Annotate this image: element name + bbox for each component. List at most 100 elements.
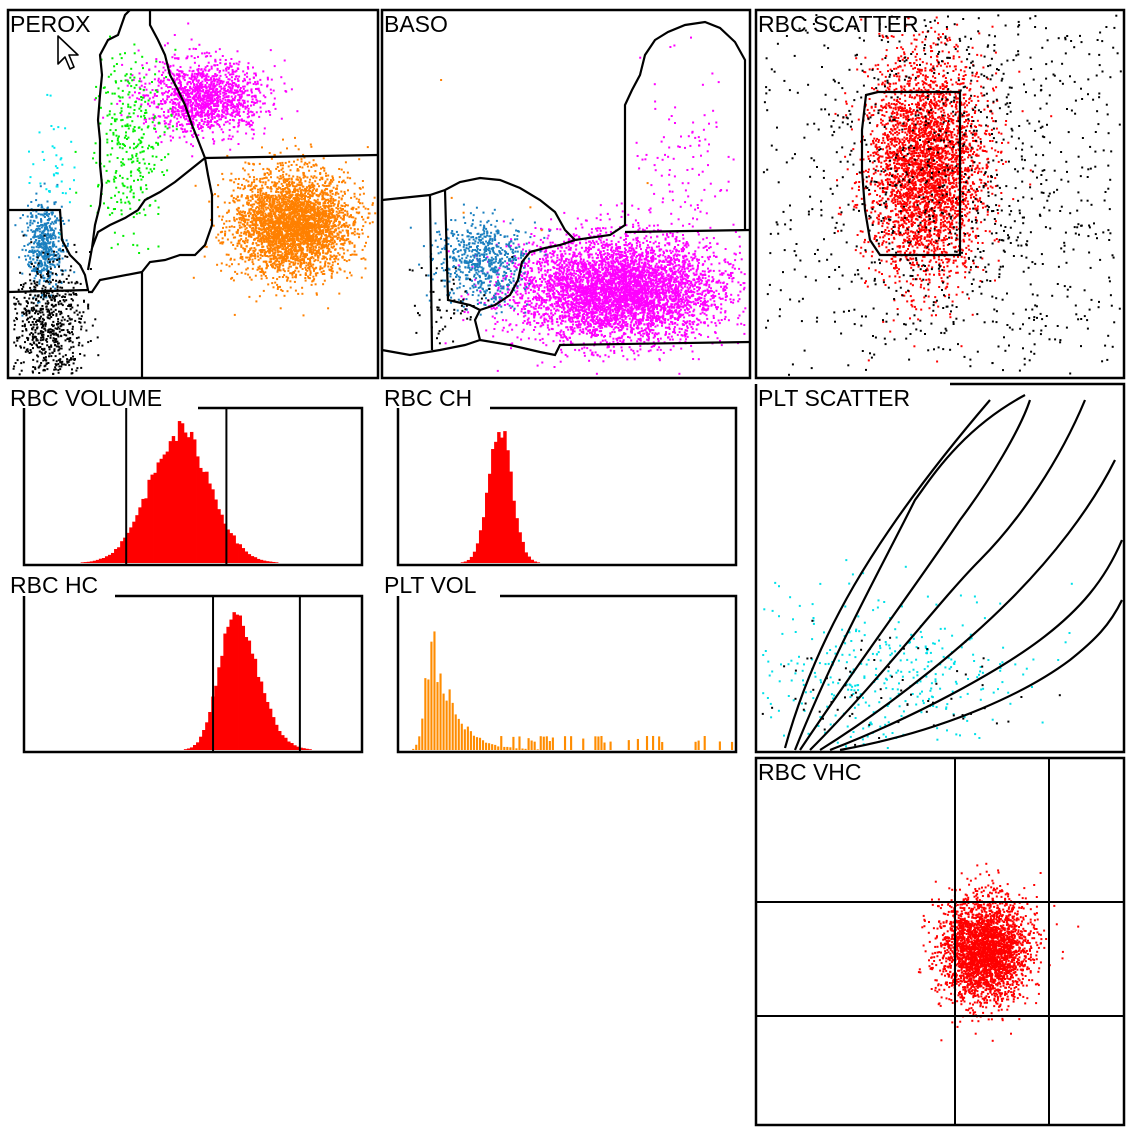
- scatter-point: [183, 128, 186, 131]
- scatter-point: [207, 99, 210, 102]
- scatter-point: [243, 212, 246, 214]
- scatter-point: [306, 189, 309, 192]
- scatter-point: [259, 188, 262, 191]
- scatter-point: [227, 253, 230, 256]
- scatter-point: [221, 230, 224, 233]
- scatter-point: [256, 87, 259, 90]
- scatter-point: [276, 270, 279, 273]
- scatter-point: [317, 218, 320, 220]
- scatter-point: [297, 231, 300, 234]
- scatter-point: [247, 250, 250, 252]
- scatter-point: [303, 254, 306, 257]
- scatter-point: [206, 93, 209, 95]
- scatter-point: [159, 102, 162, 105]
- scatter-point: [331, 267, 334, 270]
- scatter-point: [314, 203, 317, 206]
- scatter-point: [174, 93, 177, 96]
- scatter-point: [288, 229, 291, 232]
- scatter-point: [184, 130, 187, 133]
- scatter-point: [326, 229, 329, 232]
- scatter-point: [263, 127, 266, 130]
- scatter-point: [360, 257, 363, 260]
- scatter-point: [317, 209, 319, 212]
- scatter-point: [263, 173, 266, 176]
- scatter-point: [321, 210, 324, 213]
- scatter-point: [133, 142, 135, 145]
- scatter-point: [275, 205, 278, 208]
- scatter-point: [299, 238, 302, 240]
- scatter-point: [230, 194, 233, 197]
- scatter-point: [362, 192, 365, 195]
- scatter-point: [204, 118, 207, 120]
- scatter-point: [332, 211, 334, 214]
- scatter-point: [147, 103, 150, 106]
- scatter-point: [253, 212, 256, 215]
- scatter-point: [176, 108, 179, 111]
- scatter-point: [118, 146, 121, 149]
- scatter-point: [230, 179, 233, 182]
- scatter-point: [279, 218, 281, 221]
- scatter-point: [216, 123, 219, 125]
- scatter-point: [233, 201, 236, 204]
- scatter-point: [228, 122, 231, 125]
- scatter-point: [315, 234, 317, 237]
- scatter-point: [227, 103, 230, 106]
- scatter-point: [332, 204, 335, 207]
- scatter-point: [353, 233, 356, 236]
- scatter-point: [228, 265, 231, 268]
- scatter-point: [273, 65, 276, 68]
- scatter-point: [228, 86, 231, 89]
- scatter-point: [209, 91, 212, 94]
- scatter-point: [286, 243, 289, 245]
- scatter-point: [288, 185, 291, 188]
- scatter-point: [365, 241, 367, 244]
- scatter-point: [304, 208, 307, 211]
- scatter-point: [260, 194, 263, 197]
- scatter-point: [247, 199, 250, 202]
- scatter-point: [355, 208, 358, 211]
- scatter-point: [346, 231, 349, 233]
- scatter-point: [262, 208, 265, 211]
- scatter-point: [184, 100, 187, 102]
- scatter-point: [332, 178, 335, 181]
- scatter-point: [246, 267, 249, 270]
- scatter-point: [310, 244, 313, 247]
- scatter-point: [330, 265, 333, 268]
- scatter-point: [308, 233, 311, 235]
- scatter-point: [268, 200, 271, 203]
- scatter-point: [198, 85, 201, 87]
- scatter-point: [253, 238, 256, 241]
- scatter-point: [259, 181, 262, 184]
- scatter-point: [277, 191, 280, 194]
- scatter-point: [189, 66, 192, 69]
- scatter-point: [246, 66, 249, 69]
- scatter-point: [245, 120, 248, 123]
- scatter-point: [290, 200, 293, 203]
- scatter-point: [287, 267, 290, 270]
- scatter-point: [217, 233, 220, 236]
- scatter-point: [269, 229, 272, 232]
- scatter-point: [263, 102, 266, 105]
- scatter-point: [351, 242, 354, 245]
- scatter-point: [314, 227, 317, 230]
- scatter-point: [199, 89, 202, 92]
- scatter-point: [200, 109, 203, 112]
- scatter-point: [195, 77, 198, 80]
- scatter-point: [262, 228, 265, 231]
- scatter-point: [296, 252, 299, 255]
- scatter-point: [255, 222, 258, 225]
- scatter-point: [321, 217, 324, 219]
- scatter-point: [268, 260, 271, 263]
- scatter-point: [334, 255, 337, 258]
- scatter-point: [256, 224, 259, 227]
- scatter-point: [159, 135, 162, 138]
- scatter-point: [200, 84, 203, 87]
- scatter-point: [330, 202, 333, 205]
- scatter-point: [240, 244, 243, 247]
- scatter-point: [357, 206, 360, 209]
- scatter-point: [285, 257, 288, 260]
- scatter-point: [191, 112, 194, 115]
- scatter-point: [286, 213, 289, 216]
- scatter-point: [325, 220, 328, 223]
- scatter-point: [240, 195, 243, 198]
